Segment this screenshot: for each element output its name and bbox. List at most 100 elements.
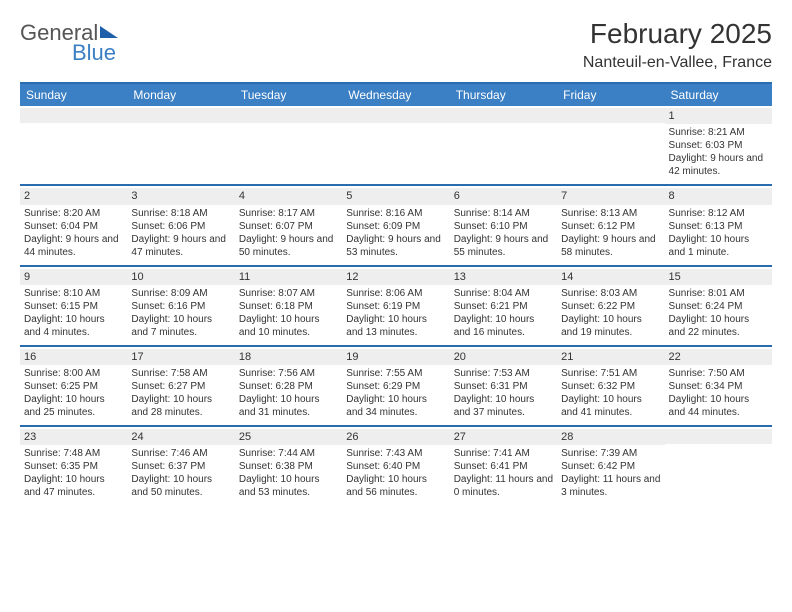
daylight-text: Daylight: 10 hours and 10 minutes.	[239, 313, 338, 339]
daylight-text: Daylight: 10 hours and 37 minutes.	[454, 393, 553, 419]
day-cell: 26Sunrise: 7:43 AMSunset: 6:40 PMDayligh…	[342, 427, 449, 505]
sunset-text: Sunset: 6:42 PM	[561, 460, 660, 473]
day-cell: 20 Sunrise: 7:53 AMSunset: 6:31 PMDayligh…	[450, 347, 557, 425]
day-number: 12	[342, 269, 449, 285]
day-number: 2	[20, 188, 127, 204]
day-cell: 24Sunrise: 7:46 AMSunset: 6:37 PMDayligh…	[127, 427, 234, 505]
day-cell: 10Sunrise: 8:09 AMSunset: 6:16 PMDayligh…	[127, 267, 234, 345]
week-row: 23Sunrise: 7:48 AMSunset: 6:35 PMDayligh…	[20, 427, 772, 505]
daylight-text: Daylight: 11 hours and 3 minutes.	[561, 473, 660, 499]
week-row: 16Sunrise: 8:00 AMSunset: 6:25 PMDayligh…	[20, 347, 772, 427]
sunrise-text: Sunrise: 7:48 AM	[24, 447, 123, 460]
day-number: 22	[665, 349, 772, 365]
day-number: 3	[127, 188, 234, 204]
daylight-text: Daylight: 9 hours and 58 minutes.	[561, 233, 660, 259]
day-number: 8	[665, 188, 772, 204]
day-cell	[342, 106, 449, 184]
day-cell	[450, 106, 557, 184]
daylight-text: Daylight: 10 hours and 4 minutes.	[24, 313, 123, 339]
day-cell: 23Sunrise: 7:48 AMSunset: 6:35 PMDayligh…	[20, 427, 127, 505]
day-number	[20, 108, 127, 123]
day-number: 11	[235, 269, 342, 285]
sunrise-text: Sunrise: 7:39 AM	[561, 447, 660, 460]
sunset-text: Sunset: 6:07 PM	[239, 220, 338, 233]
sunrise-text: Sunrise: 7:56 AM	[239, 367, 338, 380]
day-number: 19	[342, 349, 449, 365]
day-cell: 25Sunrise: 7:44 AMSunset: 6:38 PMDayligh…	[235, 427, 342, 505]
sunset-text: Sunset: 6:10 PM	[454, 220, 553, 233]
sunrise-text: Sunrise: 8:06 AM	[346, 287, 445, 300]
daylight-text: Daylight: 10 hours and 56 minutes.	[346, 473, 445, 499]
sunrise-text: Sunrise: 8:10 AM	[24, 287, 123, 300]
sunrise-text: Sunrise: 7:58 AM	[131, 367, 230, 380]
day-number: 9	[20, 269, 127, 285]
day-cell	[20, 106, 127, 184]
weekday-tue: Tuesday	[235, 84, 342, 106]
day-number: 13	[450, 269, 557, 285]
day-cell: 1Sunrise: 8:21 AMSunset: 6:03 PMDaylight…	[665, 106, 772, 184]
day-cell: 21Sunrise: 7:51 AMSunset: 6:32 PMDayligh…	[557, 347, 664, 425]
week-row: 1Sunrise: 8:21 AMSunset: 6:03 PMDaylight…	[20, 106, 772, 186]
brand-logo: GeneralBlue	[20, 22, 118, 64]
daylight-text: Daylight: 9 hours and 44 minutes.	[24, 233, 123, 259]
weekday-mon: Monday	[127, 84, 234, 106]
sunrise-text: Sunrise: 8:12 AM	[669, 207, 768, 220]
daylight-text: Daylight: 10 hours and 50 minutes.	[131, 473, 230, 499]
day-number: 24	[127, 429, 234, 445]
sail-icon	[100, 26, 118, 38]
day-cell: 16Sunrise: 8:00 AMSunset: 6:25 PMDayligh…	[20, 347, 127, 425]
sunrise-text: Sunrise: 8:04 AM	[454, 287, 553, 300]
day-number	[665, 429, 772, 444]
day-number: 17	[127, 349, 234, 365]
sunset-text: Sunset: 6:37 PM	[131, 460, 230, 473]
day-number: 16	[20, 349, 127, 365]
sunrise-text: Sunrise: 7:55 AM	[346, 367, 445, 380]
day-number	[557, 108, 664, 123]
daylight-text: Daylight: 10 hours and 31 minutes.	[239, 393, 338, 419]
sunset-text: Sunset: 6:12 PM	[561, 220, 660, 233]
sunset-text: Sunset: 6:18 PM	[239, 300, 338, 313]
day-number: 26	[342, 429, 449, 445]
sunset-text: Sunset: 6:41 PM	[454, 460, 553, 473]
day-number: 5	[342, 188, 449, 204]
sunrise-text: Sunrise: 8:13 AM	[561, 207, 660, 220]
day-cell: 7 Sunrise: 8:13 AMSunset: 6:12 PMDaylight…	[557, 186, 664, 264]
day-number: 4	[235, 188, 342, 204]
day-cell: 11Sunrise: 8:07 AMSunset: 6:18 PMDayligh…	[235, 267, 342, 345]
day-cell	[665, 427, 772, 505]
day-cell	[557, 106, 664, 184]
sunset-text: Sunset: 6:04 PM	[24, 220, 123, 233]
weekday-fri: Friday	[557, 84, 664, 106]
day-number	[235, 108, 342, 123]
sunset-text: Sunset: 6:35 PM	[24, 460, 123, 473]
sunrise-text: Sunrise: 8:09 AM	[131, 287, 230, 300]
weeks-container: 1Sunrise: 8:21 AMSunset: 6:03 PMDaylight…	[20, 106, 772, 505]
sunset-text: Sunset: 6:06 PM	[131, 220, 230, 233]
day-cell: 18Sunrise: 7:56 AMSunset: 6:28 PMDayligh…	[235, 347, 342, 425]
day-number: 14	[557, 269, 664, 285]
location: Nanteuil-en-Vallee, France	[583, 54, 772, 72]
daylight-text: Daylight: 10 hours and 16 minutes.	[454, 313, 553, 339]
sunrise-text: Sunrise: 8:00 AM	[24, 367, 123, 380]
day-number: 18	[235, 349, 342, 365]
day-cell: 6Sunrise: 8:14 AMSunset: 6:10 PMDaylight…	[450, 186, 557, 264]
day-cell: 14Sunrise: 8:03 AMSunset: 6:22 PMDayligh…	[557, 267, 664, 345]
day-number: 20	[450, 349, 557, 365]
day-cell: 4Sunrise: 8:17 AMSunset: 6:07 PMDaylight…	[235, 186, 342, 264]
day-cell	[235, 106, 342, 184]
sunrise-text: Sunrise: 8:21 AM	[669, 126, 768, 139]
daylight-text: Daylight: 10 hours and 28 minutes.	[131, 393, 230, 419]
sunrise-text: Sunrise: 7:53 AM	[454, 367, 553, 380]
weekday-thu: Thursday	[450, 84, 557, 106]
daylight-text: Daylight: 10 hours and 47 minutes.	[24, 473, 123, 499]
sunset-text: Sunset: 6:31 PM	[454, 380, 553, 393]
sunrise-text: Sunrise: 7:50 AM	[669, 367, 768, 380]
day-number: 7	[557, 188, 664, 204]
sunrise-text: Sunrise: 8:01 AM	[669, 287, 768, 300]
weekday-sun: Sunday	[20, 84, 127, 106]
month-title: February 2025	[583, 18, 772, 50]
day-cell: 5Sunrise: 8:16 AMSunset: 6:09 PMDaylight…	[342, 186, 449, 264]
sunset-text: Sunset: 6:03 PM	[669, 139, 768, 152]
day-cell: 13Sunrise: 8:04 AMSunset: 6:21 PMDayligh…	[450, 267, 557, 345]
daylight-text: Daylight: 9 hours and 53 minutes.	[346, 233, 445, 259]
